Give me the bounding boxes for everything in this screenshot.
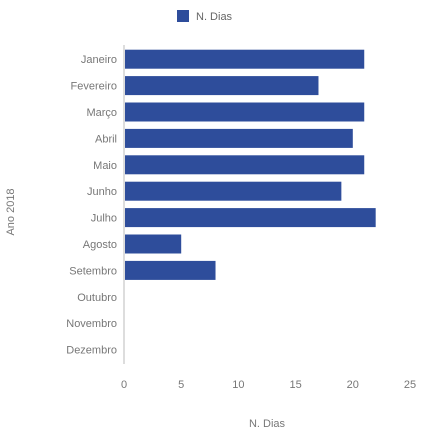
category-label-11: Dezembro bbox=[66, 345, 117, 357]
x-tick-labels: 0 5 10 15 20 25 bbox=[121, 379, 416, 391]
x-tick-label-0: 0 bbox=[121, 379, 127, 391]
bar-3[interactable] bbox=[125, 128, 353, 148]
bar-7[interactable] bbox=[125, 234, 182, 254]
category-label-7: Agosto bbox=[83, 239, 117, 251]
bar-8[interactable] bbox=[125, 260, 216, 280]
category-label-9: Outubro bbox=[77, 292, 117, 304]
x-tick-label-2: 10 bbox=[232, 379, 244, 391]
y-axis-title: Ano 2018 bbox=[5, 188, 17, 235]
category-label-10: Novembro bbox=[66, 318, 117, 330]
x-axis-title: N. Dias bbox=[249, 418, 286, 430]
category-label-0: Janeiro bbox=[81, 54, 117, 66]
bar-5[interactable] bbox=[125, 181, 342, 201]
legend-label: N. Dias bbox=[196, 11, 233, 23]
category-label-2: Março bbox=[86, 107, 117, 119]
bar-0[interactable] bbox=[125, 49, 365, 69]
bar-6[interactable] bbox=[125, 208, 376, 228]
bars-group bbox=[125, 49, 376, 280]
legend[interactable]: N. Dias bbox=[177, 10, 233, 23]
category-labels: Janeiro Fevereiro Março Abril Maio Junho Julho… bbox=[66, 54, 117, 356]
bar-4[interactable] bbox=[125, 155, 365, 175]
x-tick-label-5: 25 bbox=[404, 379, 416, 391]
category-label-3: Abril bbox=[95, 133, 117, 145]
x-tick-label-1: 5 bbox=[178, 379, 184, 391]
legend-swatch bbox=[177, 10, 189, 22]
category-label-1: Fevereiro bbox=[71, 81, 117, 93]
bar-1[interactable] bbox=[125, 76, 319, 96]
category-label-8: Setembro bbox=[69, 265, 117, 277]
category-label-4: Maio bbox=[93, 160, 117, 172]
category-label-6: Julho bbox=[91, 213, 117, 225]
x-tick-label-3: 15 bbox=[289, 379, 301, 391]
category-label-5: Junho bbox=[87, 186, 117, 198]
bar-2[interactable] bbox=[125, 102, 365, 122]
x-tick-label-4: 20 bbox=[347, 379, 359, 391]
